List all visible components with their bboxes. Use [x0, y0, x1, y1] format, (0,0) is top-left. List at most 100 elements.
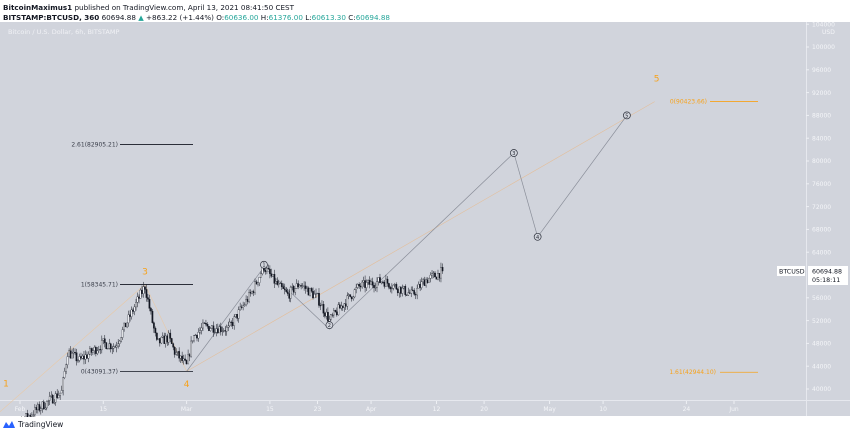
- candle: [237, 306, 240, 323]
- candle-body: [176, 351, 179, 353]
- candle: [100, 335, 103, 354]
- candle-body: [214, 332, 216, 333]
- candle-body: [350, 296, 353, 300]
- candle: [257, 282, 259, 287]
- candle: [260, 271, 262, 278]
- candle-body: [441, 267, 444, 272]
- time-tick-label: May: [543, 406, 556, 413]
- price-tick-label: 64000: [812, 249, 831, 256]
- time-tick-label: 24: [683, 406, 691, 413]
- footer-brand[interactable]: TradingView: [18, 420, 64, 429]
- fib-level-label: 1.61(42944.10): [669, 369, 716, 376]
- wave-point-label: 3: [512, 151, 515, 157]
- candle-body: [383, 281, 386, 287]
- published-text: published on TradingView.com, April 13, …: [74, 3, 294, 12]
- time-axis[interactable]: Feb 15 Mar 15 23 Apr 12 20 May 10 24 Jun: [15, 401, 739, 413]
- candle-body: [25, 413, 27, 417]
- price-chart[interactable]: Bitcoin / U.S. Dollar, 6h, BITSTAMP 1040…: [0, 22, 850, 417]
- candle: [142, 281, 145, 298]
- candle-body: [193, 335, 195, 341]
- candle-body: [373, 285, 375, 288]
- candles: [21, 262, 444, 417]
- candle: [310, 287, 313, 293]
- candle-body: [432, 272, 435, 274]
- candle-body: [344, 303, 347, 307]
- candle-body: [111, 348, 114, 350]
- candle: [440, 262, 442, 283]
- candle-body: [404, 286, 407, 295]
- candle: [337, 302, 340, 316]
- candle-body: [340, 305, 343, 309]
- candle-body: [371, 281, 374, 286]
- candle-body: [416, 287, 419, 296]
- candle-body: [382, 281, 384, 283]
- candle: [365, 279, 368, 291]
- candle-body: [301, 285, 304, 287]
- candle-body: [208, 326, 210, 331]
- candle-body: [304, 285, 307, 289]
- candle-body: [303, 285, 305, 287]
- candle-body: [396, 288, 399, 294]
- candle: [374, 282, 377, 292]
- time-tick-label: Feb: [15, 406, 26, 413]
- candle-body: [179, 355, 182, 359]
- candle: [24, 416, 25, 417]
- candle-body: [410, 289, 413, 294]
- candle-body: [429, 274, 432, 279]
- candle-body: [181, 355, 183, 361]
- candle-body: [224, 330, 227, 332]
- candle-body: [166, 335, 169, 343]
- candle-body: [419, 284, 421, 288]
- candle: [25, 413, 27, 417]
- candle-body: [399, 286, 402, 294]
- wave-point-label: 2: [328, 323, 331, 329]
- candle-body: [83, 355, 85, 360]
- candle: [211, 325, 213, 329]
- candle-body: [81, 355, 84, 359]
- candle: [47, 399, 50, 406]
- candle: [197, 328, 200, 342]
- price-tick-label: 100000: [812, 44, 835, 51]
- candle-body: [388, 283, 390, 288]
- candle: [205, 319, 207, 327]
- candle-body: [221, 330, 224, 332]
- candle-body: [209, 328, 212, 331]
- candle-body: [266, 267, 268, 272]
- candle: [65, 363, 67, 375]
- candle: [51, 393, 54, 404]
- candle: [313, 290, 316, 299]
- wave-label-minor: 4: [533, 232, 542, 241]
- candle: [248, 289, 250, 304]
- price-tick-label: 92000: [812, 90, 831, 97]
- candle-body: [370, 281, 372, 285]
- candle-body: [362, 280, 365, 283]
- candle-body: [434, 272, 436, 278]
- candle: [118, 339, 121, 347]
- candle-body: [155, 332, 158, 340]
- author-name[interactable]: BitcoinMaximus1: [3, 3, 73, 12]
- candle-body: [26, 413, 29, 417]
- high-value: 61376.00: [268, 13, 303, 22]
- candle: [96, 347, 99, 356]
- price-tick-label: 40000: [812, 386, 831, 393]
- candle: [127, 310, 130, 327]
- candle: [147, 293, 149, 303]
- plot-background: [0, 22, 850, 400]
- candle-body: [331, 314, 334, 316]
- candle: [346, 292, 349, 310]
- candle-body: [417, 284, 420, 289]
- candle-body: [42, 401, 45, 410]
- time-tick-label: 12: [433, 406, 441, 413]
- candle-body: [127, 314, 130, 324]
- wave-label-major: 5: [654, 74, 660, 84]
- candle: [90, 347, 93, 356]
- candle-body: [367, 280, 369, 283]
- candle: [429, 272, 432, 283]
- price-tick-label: 84000: [812, 135, 831, 142]
- wave-projection-path: [186, 115, 628, 372]
- price-axis[interactable]: 104000 100000 96000 92000 88000 84000 80000 760…: [806, 22, 835, 393]
- candle-body: [106, 348, 109, 350]
- candle-body: [199, 330, 201, 333]
- candle: [173, 346, 176, 358]
- candle-body: [389, 287, 392, 290]
